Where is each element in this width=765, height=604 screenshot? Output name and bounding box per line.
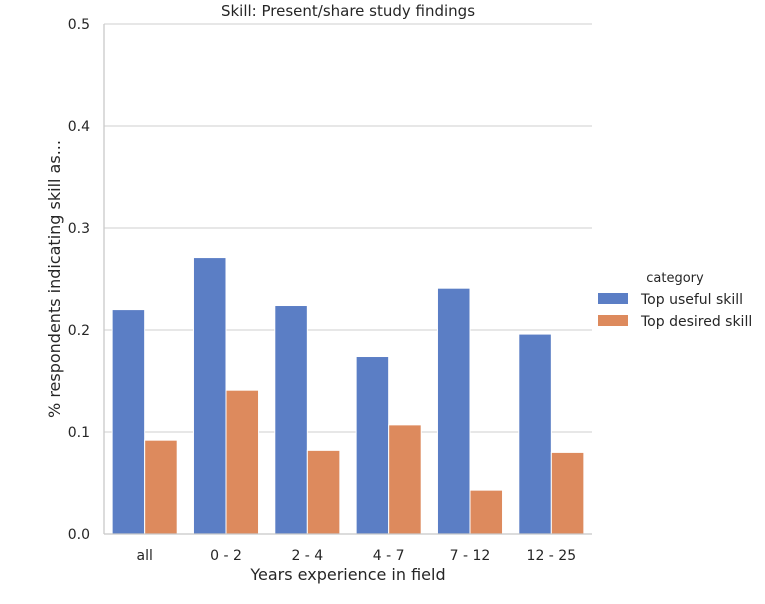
legend-label-top-useful: Top useful skill <box>640 292 743 308</box>
bars <box>111 257 585 535</box>
x-tick-label: 7 - 12 <box>450 548 491 564</box>
y-tick-labels: 0.0 0.1 0.2 0.3 0.4 0.5 <box>68 17 90 543</box>
legend-swatch-top-desired <box>598 315 628 326</box>
bar-top-useful <box>518 333 552 535</box>
grid-lines <box>104 23 592 433</box>
x-tick-label: 12 - 25 <box>527 548 577 564</box>
bar-top-useful <box>436 287 471 535</box>
y-tick-label: 0.5 <box>68 17 90 33</box>
x-tick-label: all <box>136 548 152 564</box>
bar-top-useful <box>111 309 146 535</box>
x-axis-title: Years experience in field <box>249 565 445 584</box>
legend: category Top useful skill Top desired sk… <box>598 271 752 330</box>
y-axis-title: % respondents indicating skill as... <box>45 140 64 418</box>
y-tick-label: 0.1 <box>68 425 90 441</box>
bar-top-desired <box>550 451 585 535</box>
bar-top-useful <box>355 356 390 535</box>
chart-title: Skill: Present/share study findings <box>221 2 475 20</box>
legend-title: category <box>646 271 704 286</box>
bar-top-useful <box>274 305 308 535</box>
bar-top-desired <box>388 424 422 535</box>
bar-top-desired <box>144 439 178 535</box>
legend-swatch-top-useful <box>598 293 628 304</box>
x-tick-label: 4 - 7 <box>373 548 405 564</box>
bar-top-desired <box>306 449 341 535</box>
y-tick-label: 0.3 <box>68 221 90 237</box>
x-tick-label: 0 - 2 <box>210 548 242 564</box>
x-tick-label: 2 - 4 <box>291 548 323 564</box>
y-tick-label: 0.0 <box>68 527 90 543</box>
legend-label-top-desired: Top desired skill <box>640 314 752 330</box>
bar-top-desired <box>469 489 504 535</box>
y-tick-label: 0.4 <box>68 119 90 135</box>
y-tick-label: 0.2 <box>68 323 90 339</box>
bar-top-useful <box>192 257 227 535</box>
bar-top-desired <box>225 389 260 535</box>
x-tick-labels: all 0 - 2 2 - 4 4 - 7 7 - 12 12 - 25 <box>136 548 576 564</box>
